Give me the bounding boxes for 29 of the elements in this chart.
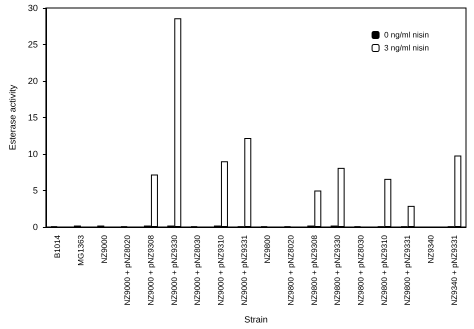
y-tick-label: 5 <box>32 186 38 196</box>
x-tick-label: NZ9340 + pNZ9331 <box>450 234 459 306</box>
x-tick-label: NZ9800 + pNZ9331 <box>403 234 412 306</box>
y-tick-label: 0 <box>32 222 38 232</box>
x-tick-label: NZ9000 + pNZ9310 <box>216 234 226 306</box>
legend-label: 0 ng/ml nisin <box>384 30 430 40</box>
x-tick-label: MG1363 <box>76 234 86 266</box>
x-tick-label: NZ9800 + pNZ9310 <box>380 234 389 306</box>
x-tick-label: NZ9800 + pNZ8020 <box>286 234 296 306</box>
x-tick-label: NZ9000 + pNZ9330 <box>170 234 179 306</box>
y-tick-label: 25 <box>28 40 38 50</box>
x-tick-label: NZ9800 + pNZ9308 <box>310 234 319 306</box>
y-axis-title: Esterase activity <box>8 84 18 150</box>
y-tick-label: 15 <box>28 112 38 122</box>
y-tick-label: 30 <box>28 3 38 13</box>
y-tick-label: 20 <box>28 76 38 86</box>
x-tick-label: NZ9000 + pNZ9331 <box>240 234 249 306</box>
legend-label: 3 ng/ml nisin <box>384 44 430 52</box>
x-tick-label: NZ9800 + pNZ9330 <box>333 234 342 306</box>
x-tick-label: NZ9000 + pNZ9308 <box>146 234 156 306</box>
x-tick-label: NZ9800 <box>263 234 272 264</box>
x-tick-label: NZ9000 + pNZ8030 <box>193 234 202 306</box>
x-tick-label: NZ9340 <box>426 234 436 264</box>
x-axis-title: Strain <box>244 314 268 324</box>
x-tick-label: NZ9800 + pNZ8030 <box>356 234 366 306</box>
x-tick-label: B1014 <box>53 234 62 258</box>
x-tick-label: NZ9000 <box>100 234 109 264</box>
x-tick-label: NZ9000 + pNZ8020 <box>123 234 132 306</box>
y-tick-label: 10 <box>28 149 38 159</box>
